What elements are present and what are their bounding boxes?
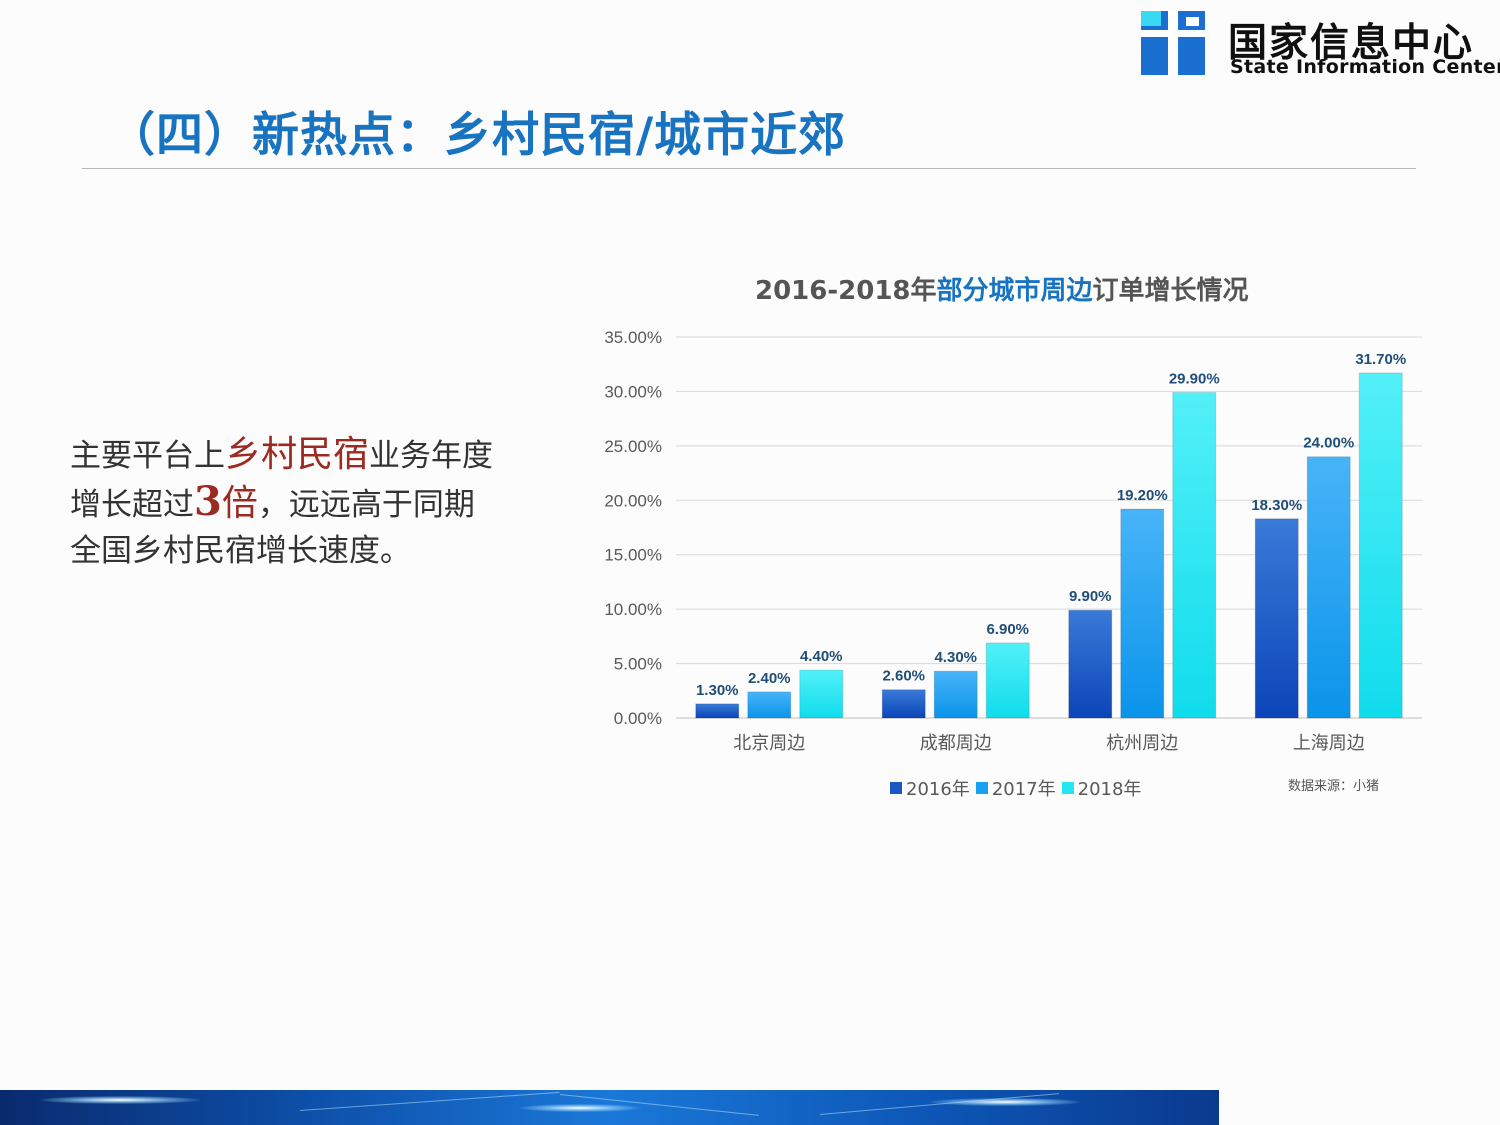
legend-item-2017: 2017年 bbox=[975, 775, 1056, 801]
x-category-label: 北京周边 bbox=[733, 733, 805, 754]
y-tick-label: 35.00% bbox=[604, 328, 662, 347]
body-text: 主要平台上乡村民宿业务年度增长超过3倍，远远高于同期全国乡村民宿增长速度。 bbox=[70, 432, 500, 574]
legend-item-2016: 2016年 bbox=[890, 775, 970, 801]
legend-item-2018: 2018年 bbox=[1061, 775, 1142, 801]
logo-english-name: State Information Center bbox=[1230, 56, 1500, 78]
y-tick-label: 0.00% bbox=[614, 709, 662, 728]
y-tick-label: 20.00% bbox=[604, 491, 662, 510]
y-tick-label: 30.00% bbox=[604, 382, 662, 401]
chart-title-part: 订单增长情况 bbox=[1092, 276, 1249, 306]
data-label: 9.90% bbox=[1069, 588, 1112, 605]
data-label: 19.20% bbox=[1117, 487, 1168, 504]
logo-chinese-name: 国家信息中心 bbox=[1228, 20, 1475, 66]
data-source-note: 数据来源：小猪 bbox=[1288, 779, 1380, 794]
chart-title: 2016-2018年部分城市周边订单增长情况 bbox=[755, 270, 1249, 307]
bar-2018年-杭州周边 bbox=[1172, 392, 1217, 719]
legend-label: 2016年 bbox=[906, 779, 970, 800]
bar-2017年-成都周边 bbox=[933, 670, 978, 719]
bar-2016年-成都周边 bbox=[881, 689, 926, 719]
footer-glow bbox=[520, 1104, 640, 1112]
highlight-rural-homestay: 乡村民宿 bbox=[225, 434, 370, 475]
bar-2017年-上海周边 bbox=[1306, 456, 1351, 719]
data-label: 2.60% bbox=[882, 668, 925, 685]
y-tick-label: 15.00% bbox=[604, 546, 662, 565]
footer-decorative-band bbox=[0, 1090, 1219, 1125]
data-label: 6.90% bbox=[986, 621, 1029, 638]
legend-swatch bbox=[1061, 782, 1074, 794]
highlight-growth-number: 3 bbox=[194, 478, 222, 525]
title-divider bbox=[82, 168, 1416, 169]
bar-2017年-北京周边 bbox=[747, 691, 792, 719]
bar-2016年-北京周边 bbox=[695, 703, 740, 719]
bar-2018年-北京周边 bbox=[799, 669, 844, 719]
body-text-part: ，远远高于同期全国乡村民宿增长速度。 bbox=[70, 487, 475, 569]
x-category-label: 杭州周边 bbox=[1106, 733, 1178, 754]
highlight-growth-unit: 倍 bbox=[221, 483, 258, 524]
legend-swatch bbox=[975, 782, 988, 794]
data-label: 29.90% bbox=[1169, 371, 1220, 388]
chart-title-part: 2016-2018年 bbox=[755, 276, 937, 306]
bar-2018年-成都周边 bbox=[985, 642, 1030, 719]
logo: 国家信息中心 State Information Center bbox=[1138, 10, 1500, 80]
data-label: 1.30% bbox=[696, 682, 739, 699]
footer-glow bbox=[930, 1098, 1080, 1106]
data-label: 2.40% bbox=[748, 670, 791, 687]
legend-label: 2018年 bbox=[1077, 779, 1142, 800]
body-text-part: 主要平台上 bbox=[70, 438, 225, 474]
bar-2016年-上海周边 bbox=[1254, 518, 1299, 719]
data-label: 18.30% bbox=[1251, 497, 1302, 514]
chart-title-highlight: 部分城市周边 bbox=[936, 276, 1093, 306]
y-tick-label: 10.00% bbox=[604, 600, 662, 619]
bar-2016年-杭州周边 bbox=[1068, 609, 1113, 719]
body-text-part: 业务年度增长超过 bbox=[70, 438, 494, 523]
page-title: （四）新热点：乡村民宿/城市近郊 bbox=[108, 108, 847, 163]
data-label: 24.00% bbox=[1303, 435, 1354, 452]
x-category-label: 上海周边 bbox=[1293, 733, 1365, 754]
bar-2017年-杭州周边 bbox=[1120, 508, 1165, 719]
x-category-label: 成都周边 bbox=[920, 733, 992, 754]
bar-2018年-上海周边 bbox=[1358, 372, 1403, 719]
legend-swatch bbox=[890, 782, 902, 794]
footer-glow bbox=[40, 1096, 200, 1104]
chart-legend: 2016年 2017年 2018年 bbox=[890, 775, 1141, 801]
data-label: 31.70% bbox=[1355, 351, 1406, 368]
bar-chart: 0.00% 5.00% 10.00% 15.00% 20.00% 25.00% 30.00%… bbox=[604, 328, 1422, 754]
y-tick-label: 5.00% bbox=[614, 655, 662, 674]
state-information-center-logo-icon bbox=[1141, 11, 1205, 75]
data-label: 4.40% bbox=[800, 648, 843, 665]
legend-label: 2017年 bbox=[991, 779, 1056, 800]
y-tick-label: 25.00% bbox=[604, 437, 662, 456]
data-label: 4.30% bbox=[934, 649, 977, 666]
